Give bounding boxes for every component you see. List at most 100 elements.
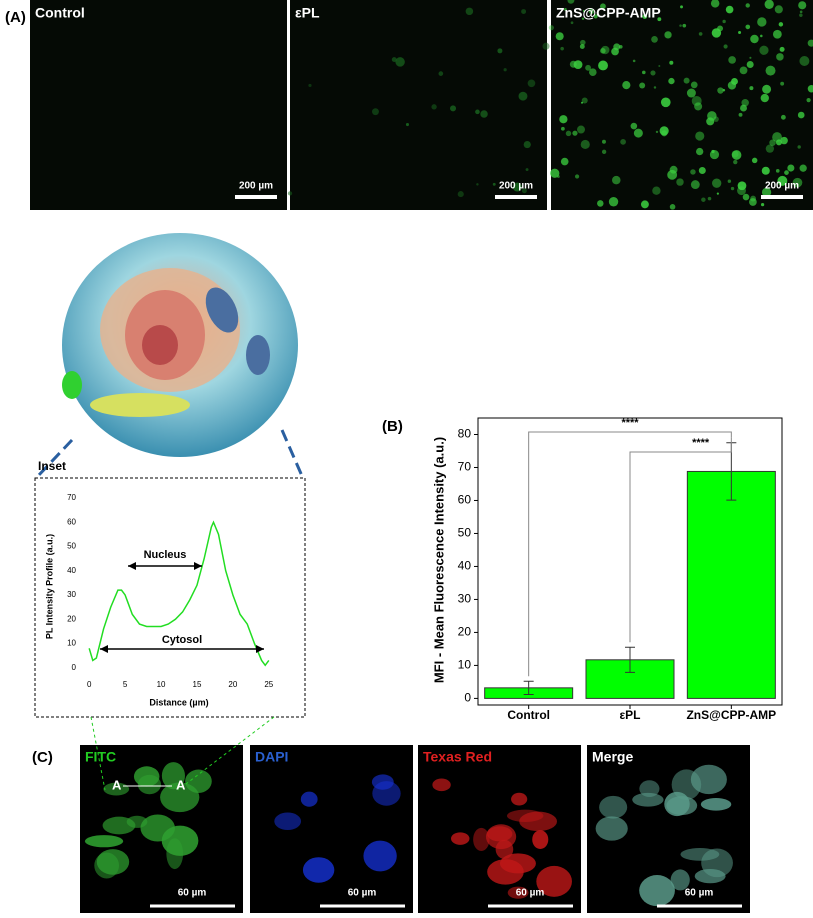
- fluorescence-spot: [799, 10, 803, 14]
- annotation: Nucleus: [144, 549, 187, 561]
- fluorescence-spot: [686, 88, 696, 98]
- micrograph: [290, 0, 547, 210]
- x-tick-label: 0: [87, 680, 92, 689]
- fluorescence-spot: [751, 157, 758, 164]
- fluorescence-spot: [777, 175, 788, 186]
- fluorescence-spot: [775, 168, 780, 173]
- fluorescence-spot: [690, 169, 696, 175]
- fluorescence-spot: [750, 34, 759, 44]
- x-tick-label: εPL: [619, 708, 640, 722]
- micrograph: [551, 0, 813, 210]
- fluorescence-spot: [742, 193, 750, 201]
- fluorescence-spot: [622, 81, 631, 90]
- fluorescence-spot: [600, 3, 606, 10]
- scale-label: 60 µm: [685, 888, 714, 899]
- fluorescence-spot: [527, 79, 536, 88]
- fluorescence-spot: [759, 45, 769, 55]
- cell-stain: [694, 869, 726, 884]
- fluorescence-spot: [492, 182, 496, 186]
- fluorescence-spot: [749, 86, 754, 91]
- cell-stain: [133, 766, 160, 787]
- fluorescence-spot: [608, 197, 619, 207]
- fluorescence-spot: [679, 24, 682, 27]
- fluorescence-spot: [580, 139, 590, 150]
- y-tick-label: 10: [458, 658, 472, 672]
- inset-box: [34, 477, 306, 718]
- fluorescence-spot: [739, 66, 748, 75]
- cell-stain: [300, 791, 318, 807]
- fluorescence-spot: [797, 145, 801, 149]
- fluorescence-spot: [774, 5, 783, 14]
- fluorescence-spot: [764, 0, 774, 9]
- fluorescence-spot: [745, 3, 750, 8]
- y-tick-label: 20: [458, 625, 472, 639]
- fluorescence-spot: [475, 109, 480, 115]
- fluorescence-spot: [713, 116, 719, 122]
- fluorescence-spot: [650, 70, 656, 76]
- fluorescence-spot: [760, 34, 763, 38]
- fluorescence-spot: [690, 180, 700, 189]
- fluorescence-spot: [792, 177, 803, 188]
- cell-stain: [302, 857, 335, 883]
- x-tick-label: 25: [264, 680, 273, 689]
- fluorescence-spot: [737, 181, 747, 191]
- fluorescence-spot: [680, 5, 683, 9]
- fluorescence-spot: [593, 14, 598, 19]
- fluorescence-spot: [655, 130, 659, 134]
- fluorescence-spot: [711, 28, 722, 38]
- inset-label: Inset: [38, 459, 66, 473]
- fluorescence-spot: [710, 0, 720, 8]
- cell-stain: [126, 815, 148, 828]
- image-label: ZnS@CPP-AMP: [556, 5, 661, 21]
- profile-line: [88, 520, 270, 667]
- fluorescence-spot: [761, 187, 772, 197]
- fluorescence-spot: [780, 81, 785, 86]
- fluorescence-spot: [730, 186, 735, 191]
- image-label: εPL: [295, 5, 320, 21]
- fluorescence-spot: [391, 57, 397, 63]
- fluorescence-spot: [633, 128, 643, 138]
- y-tick-label: 80: [458, 427, 472, 441]
- fluorescence-spot: [658, 65, 661, 68]
- cell-stain: [166, 838, 184, 870]
- fluorescence-spot: [564, 7, 567, 11]
- fluorescence-spot: [731, 78, 738, 85]
- fluorescence-spot: [476, 183, 479, 186]
- fluorescence-spot: [560, 126, 565, 131]
- fluorescence-spot: [725, 5, 734, 14]
- y-axis-label: PL Intensity Profile (a.u.): [44, 534, 54, 639]
- fluorescence-spot: [632, 59, 636, 63]
- fluorescence-spot: [669, 204, 676, 210]
- y-tick-label: 30: [67, 590, 76, 599]
- significance-bracket: [528, 431, 732, 677]
- y-axis-label: MFI - Mean Fluorescence Intensity (a.u.): [431, 437, 446, 683]
- error-bar: [625, 646, 635, 673]
- cell-stain: [363, 840, 397, 872]
- fluorescence-spot: [572, 130, 578, 136]
- fluorescence-spot: [570, 21, 574, 25]
- fluorescence-spot: [738, 30, 742, 34]
- fluorescence-spot: [717, 87, 724, 94]
- fluorescence-spot: [779, 46, 785, 52]
- fluorescence-spot: [797, 111, 805, 119]
- cell-stain: [536, 865, 572, 897]
- fluorescence-spot: [731, 150, 742, 160]
- panel-label: (C): [32, 749, 53, 766]
- zoom-line: [177, 716, 275, 791]
- fluorescence-spot: [569, 60, 577, 68]
- fluorescence-spot: [287, 191, 293, 196]
- fluorescence-spot: [580, 39, 586, 46]
- scale-label: 60 µm: [178, 888, 207, 899]
- panel-label: (A): [5, 9, 26, 26]
- cell-stain: [274, 812, 302, 831]
- image-label: Merge: [592, 749, 633, 765]
- fluorescence-spot: [560, 157, 569, 166]
- cell-stain: [639, 875, 675, 907]
- cell-stain: [599, 795, 628, 819]
- scale-label: 60 µm: [516, 888, 545, 899]
- significance-bracket: [629, 437, 732, 643]
- fluorescence-spot: [749, 198, 757, 206]
- fluorescence-spot: [659, 126, 669, 136]
- fluorescence-spot: [550, 168, 560, 178]
